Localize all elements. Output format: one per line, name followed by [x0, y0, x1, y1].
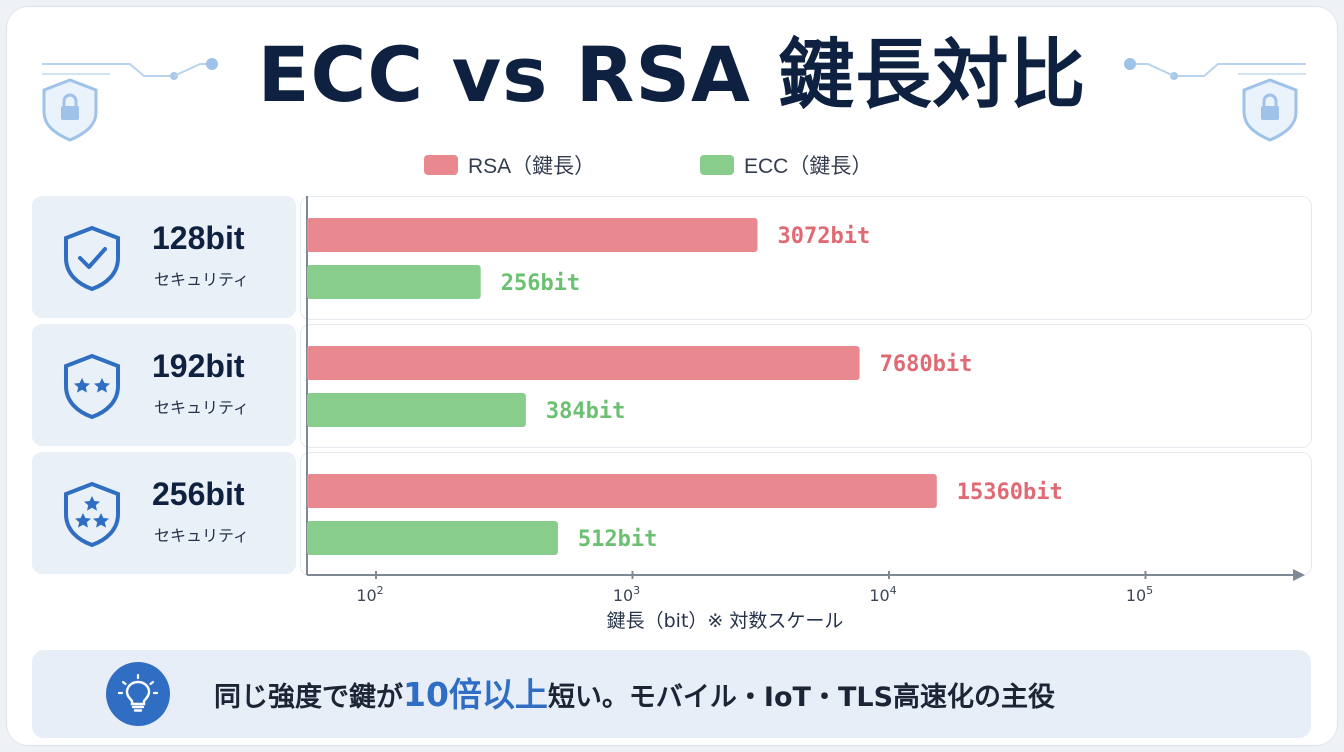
legend-item-rsa: RSA（鍵長）	[424, 148, 595, 182]
row-sublabel: セキュリティ	[154, 398, 250, 417]
bar-label-rsa: 15360bit	[957, 480, 1063, 505]
legend-swatch-rsa	[424, 155, 458, 175]
shield-check-icon	[64, 225, 120, 292]
bar-label-ecc: 512bit	[578, 527, 657, 552]
bar-label-ecc: 256bit	[501, 271, 580, 296]
note-text: 同じ強度で鍵が10倍以上短い。モバイル・IoT・TLS高速化の主役	[214, 670, 1055, 720]
left-circuit-lock-icon	[42, 58, 218, 142]
row-sublabel: セキュリティ	[154, 270, 250, 289]
page-title: ECC vs RSA 鍵長対比	[257, 30, 1087, 119]
row-level: 192bit	[152, 348, 245, 384]
legend-swatch-ecc	[700, 155, 734, 175]
x-tick-label: 103	[613, 584, 640, 605]
note-suffix: 短い。モバイル・IoT・TLS高速化の主役	[547, 682, 1056, 713]
summary-note: 同じ強度で鍵が10倍以上短い。モバイル・IoT・TLS高速化の主役	[32, 650, 1311, 738]
x-axis-arrow-icon	[1293, 569, 1305, 581]
bar-rsa	[307, 346, 860, 380]
row-label-256: 256bit セキュリティ	[32, 452, 296, 574]
bar-label-ecc: 384bit	[546, 399, 625, 424]
row-label-192: 192bit セキュリティ	[32, 324, 296, 446]
row-level: 256bit	[152, 476, 245, 512]
note-prefix: 同じ強度で鍵が	[214, 682, 403, 713]
bar-label-rsa: 7680bit	[880, 352, 973, 377]
legend-item-ecc: ECC（鍵長）	[700, 148, 872, 182]
legend-label-rsa: RSA（鍵長）	[468, 155, 596, 178]
x-tick-label: 102	[356, 584, 383, 605]
shield-three-stars-icon	[64, 481, 120, 548]
row-level: 128bit	[152, 220, 245, 256]
row-panel-128	[300, 196, 1312, 320]
x-tick-label: 105	[1126, 584, 1153, 605]
bar-ecc	[307, 393, 526, 427]
row-panel-192	[300, 324, 1312, 448]
row-panel-256	[300, 452, 1312, 576]
x-tick-label: 104	[869, 584, 896, 605]
bar-ecc	[307, 521, 558, 555]
right-circuit-lock-icon	[1124, 58, 1306, 142]
bar-rsa	[307, 474, 937, 508]
bar-label-rsa: 3072bit	[778, 224, 871, 249]
bar-ecc	[307, 265, 481, 299]
legend-label-ecc: ECC（鍵長）	[744, 155, 873, 178]
shield-two-stars-icon	[64, 353, 120, 420]
bar-rsa	[307, 218, 758, 252]
lightbulb-icon	[106, 662, 170, 726]
note-highlight: 10倍以上	[403, 675, 548, 714]
chart-legend: RSA（鍵長） ECC（鍵長）	[0, 148, 1344, 182]
row-label-128: 128bit セキュリティ	[32, 196, 296, 318]
x-axis-label: 鍵長（bit）※ 対数スケール	[606, 610, 844, 632]
row-sublabel: セキュリティ	[154, 526, 250, 545]
